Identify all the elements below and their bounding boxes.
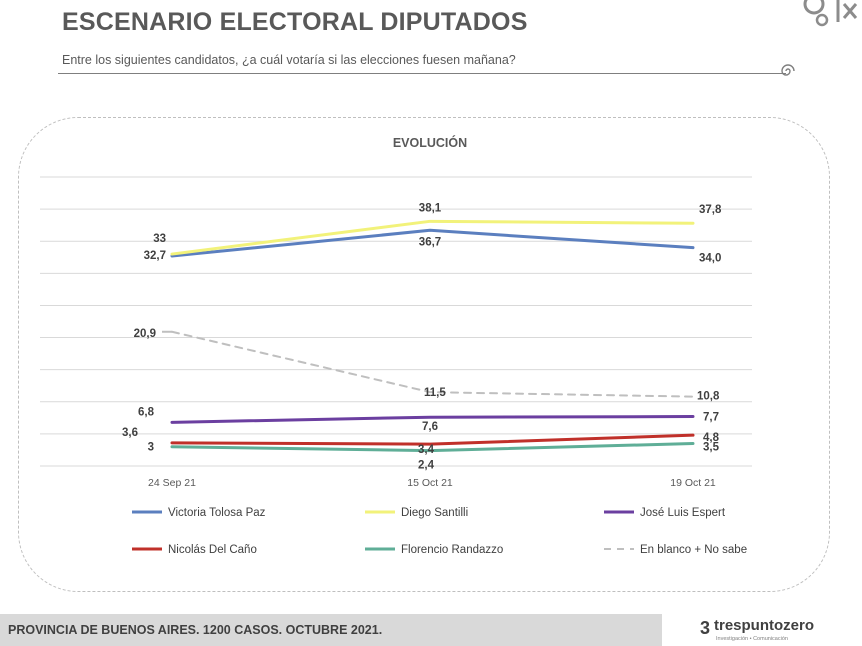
data-label: 10,8 xyxy=(697,391,720,403)
data-label: 33 xyxy=(153,233,166,245)
legend-label: Florencio Randazzo xyxy=(401,544,503,556)
data-label: 7,6 xyxy=(422,421,438,433)
corner-logo-icon xyxy=(803,0,858,27)
swirl-icon xyxy=(781,64,795,76)
chart-title: EVOLUCIÓN xyxy=(393,135,467,150)
data-label: 38,1 xyxy=(419,202,442,214)
series-line-nicolas-del-cano xyxy=(170,433,695,446)
data-label: 2,4 xyxy=(418,460,435,472)
svg-text:3: 3 xyxy=(700,618,710,638)
data-label: 3,5 xyxy=(703,442,720,454)
brand-tagline: Investigación • Comunicación xyxy=(716,636,788,642)
data-label: 3,6 xyxy=(122,427,138,439)
evolution-line-chart: EVOLUCIÓN 24 Sep 21 15 Oct 21 19 Oct 21 32,7… xyxy=(40,135,752,556)
data-label: 3,4 xyxy=(418,444,435,456)
brand-mark-icon: 3 xyxy=(700,618,710,638)
legend-label: En blanco + No sabe xyxy=(640,544,747,556)
series-line-jose-luis-espert xyxy=(170,415,695,424)
data-label: 36,7 xyxy=(419,236,441,248)
x-tick-label: 19 Oct 21 xyxy=(670,477,716,489)
legend-label: Diego Santilli xyxy=(401,507,468,519)
data-label: 20,9 xyxy=(134,328,156,340)
footer-bar: PROVINCIA DE BUENOS AIRES. 1200 CASOS. O… xyxy=(0,614,662,646)
data-label: 34,0 xyxy=(699,253,721,265)
footer-text: PROVINCIA DE BUENOS AIRES. 1200 CASOS. O… xyxy=(8,623,383,637)
legend-label: José Luis Espert xyxy=(640,507,726,519)
legend-label: Victoria Tolosa Paz xyxy=(168,507,266,519)
series-line-diego-santilli xyxy=(170,219,695,256)
data-label: 4,8 xyxy=(703,432,720,444)
series-line-en-blanco-no-sabe xyxy=(171,330,694,398)
x-tick-label: 24 Sep 21 xyxy=(148,477,196,489)
chart-frame xyxy=(18,117,830,592)
brand-name: trespuntozero xyxy=(714,617,815,634)
legend-label: Nicolás Del Caño xyxy=(168,544,257,556)
data-label: 7,7 xyxy=(703,412,719,424)
data-label: 32,7 xyxy=(144,250,166,262)
data-label: 11,5 xyxy=(424,387,446,399)
page-title: ESCENARIO ELECTORAL DIPUTADOS xyxy=(62,8,528,36)
data-label: 37,8 xyxy=(699,204,722,216)
page-subtitle: Entre los siguientes candidatos, ¿a cuál… xyxy=(62,53,516,67)
x-tick-label: 15 Oct 21 xyxy=(407,477,453,489)
series-line-florencio-randazzo xyxy=(170,442,695,453)
data-label: 6,8 xyxy=(138,406,155,418)
subtitle-divider xyxy=(58,73,786,74)
data-label: 3 xyxy=(148,442,154,454)
series-line-victoria-tolosa-paz xyxy=(170,228,695,258)
